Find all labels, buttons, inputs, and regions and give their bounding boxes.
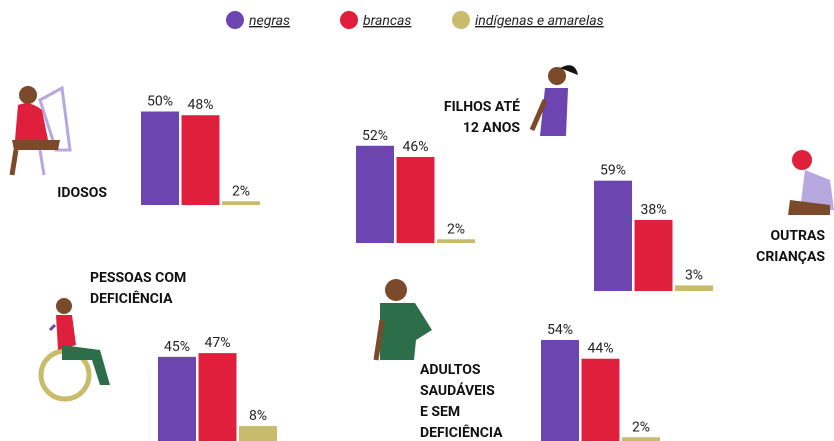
value-label: 46%	[403, 139, 429, 155]
value-label: 2%	[232, 183, 250, 199]
value-label: 2%	[632, 419, 650, 435]
bar	[198, 353, 237, 441]
bar	[581, 358, 620, 441]
illustration-elderly	[9, 85, 72, 176]
value-label: 47%	[205, 335, 231, 351]
value-label: 38%	[641, 202, 667, 218]
chart-title: FILHOS ATÉ	[444, 97, 520, 115]
legend-label: brancas	[363, 13, 411, 29]
bar	[356, 145, 394, 243]
bar	[634, 219, 673, 291]
value-label: 59%	[600, 163, 626, 179]
value-label: 3%	[685, 267, 703, 283]
value-label: 45%	[164, 339, 190, 355]
bar	[594, 180, 632, 291]
illustration-wheelchair	[38, 298, 110, 402]
bar	[437, 239, 475, 243]
chart-title: 12 ANOS	[463, 120, 520, 136]
chart-title: SAUDÁVEIS	[420, 381, 495, 399]
bar	[239, 426, 277, 441]
chart-title: IDOSOS	[57, 185, 107, 201]
chart-title: OUTRAS	[770, 228, 825, 244]
value-label: 2%	[447, 221, 465, 237]
value-label: 8%	[249, 408, 267, 424]
illustration-child	[529, 65, 578, 136]
value-label: 54%	[547, 322, 573, 338]
value-label: 50%	[147, 94, 173, 110]
legend-label: negras	[249, 13, 290, 29]
bar	[396, 156, 435, 243]
bar	[222, 201, 260, 205]
chart-title: ADULTOS	[420, 362, 481, 378]
value-label: 52%	[362, 128, 388, 144]
chart-title: E SEM	[420, 404, 460, 420]
chart-title: CRIANÇAS	[756, 249, 825, 265]
bar	[158, 356, 196, 441]
illustration-adult	[373, 279, 432, 361]
legend-swatch	[452, 11, 470, 29]
legend-swatch	[340, 11, 358, 29]
bar	[141, 111, 179, 205]
bar	[675, 285, 713, 291]
legend-label: indígenas e amarelas	[475, 13, 604, 29]
chart-title: DEFICIÊNCIA	[90, 289, 173, 307]
illustration-kid	[788, 150, 834, 215]
legend-swatch	[226, 11, 244, 29]
chart-title: PESSOAS COM	[90, 270, 186, 286]
value-label: 48%	[188, 97, 214, 113]
value-label: 44%	[588, 341, 614, 357]
bar	[181, 115, 220, 205]
bar	[622, 437, 660, 441]
chart-title: DEFICIÊNCIA	[420, 423, 503, 441]
bar	[541, 340, 579, 441]
